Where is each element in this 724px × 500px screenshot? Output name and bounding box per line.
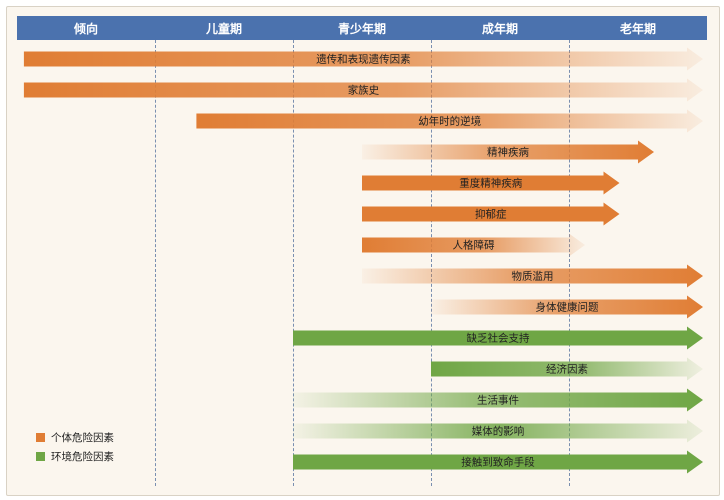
stage-divider <box>431 40 432 486</box>
legend-swatch-orange <box>36 433 45 442</box>
risk-factor-arrow <box>362 233 585 257</box>
stage-label: 老年期 <box>619 21 656 36</box>
risk-factor-label: 遗传和表现遗传因素 <box>316 53 411 66</box>
legend-label: 环境危险因素 <box>51 451 114 463</box>
risk-factor-label: 人格障碍 <box>452 239 495 252</box>
stage-divider <box>293 40 294 486</box>
risk-factor-label: 物质滥用 <box>511 270 554 283</box>
stage-divider <box>569 40 570 486</box>
legend-item-environment: 环境危险因素 <box>36 447 114 466</box>
risk-factor-label: 家族史 <box>347 84 380 97</box>
risk-factor-label: 重度精神疾病 <box>459 177 523 190</box>
risk-factor-arrow <box>293 326 703 350</box>
stage-label: 成年期 <box>481 21 518 36</box>
risk-factor-label: 生活事件 <box>477 394 519 407</box>
risk-factor-label: 精神疾病 <box>487 146 529 159</box>
legend: 个体危险因素 环境危险因素 <box>36 428 114 466</box>
risk-factor-arrow <box>23 47 703 71</box>
risk-factor-arrow <box>362 171 620 195</box>
legend-label: 个体危险因素 <box>51 432 114 444</box>
risk-factor-label: 幼年时的逆境 <box>418 115 482 128</box>
stage-divider <box>155 40 156 486</box>
risk-factor-label: 经济因素 <box>546 363 588 376</box>
stage-header: 倾向 儿童期 青少年期 成年期 老年期 <box>17 16 707 40</box>
risk-factor-label: 接触到致命手段 <box>461 456 535 469</box>
legend-swatch-green <box>36 452 45 461</box>
risk-factor-arrow <box>293 419 703 443</box>
risk-factor-arrow <box>196 109 703 133</box>
stage-label: 儿童期 <box>205 21 242 36</box>
legend-item-individual: 个体危险因素 <box>36 428 114 447</box>
risk-factor-arrow <box>293 388 703 412</box>
risk-factor-arrow <box>362 140 654 164</box>
risk-factor-arrow <box>293 450 703 474</box>
stage-label: 青少年期 <box>337 21 386 36</box>
risk-factor-label: 抑郁症 <box>475 208 507 221</box>
risk-factor-label: 缺乏社会支持 <box>466 332 530 345</box>
risk-factor-arrow <box>431 295 703 319</box>
risk-factor-label: 媒体的影响 <box>471 425 525 438</box>
stage-label: 倾向 <box>73 21 98 36</box>
risk-factor-arrow <box>431 357 703 381</box>
risk-factor-label: 身体健康问题 <box>535 301 599 314</box>
risk-factor-arrow <box>362 202 620 226</box>
risk-factor-arrow <box>362 264 703 288</box>
risk-factor-arrow <box>23 78 703 102</box>
